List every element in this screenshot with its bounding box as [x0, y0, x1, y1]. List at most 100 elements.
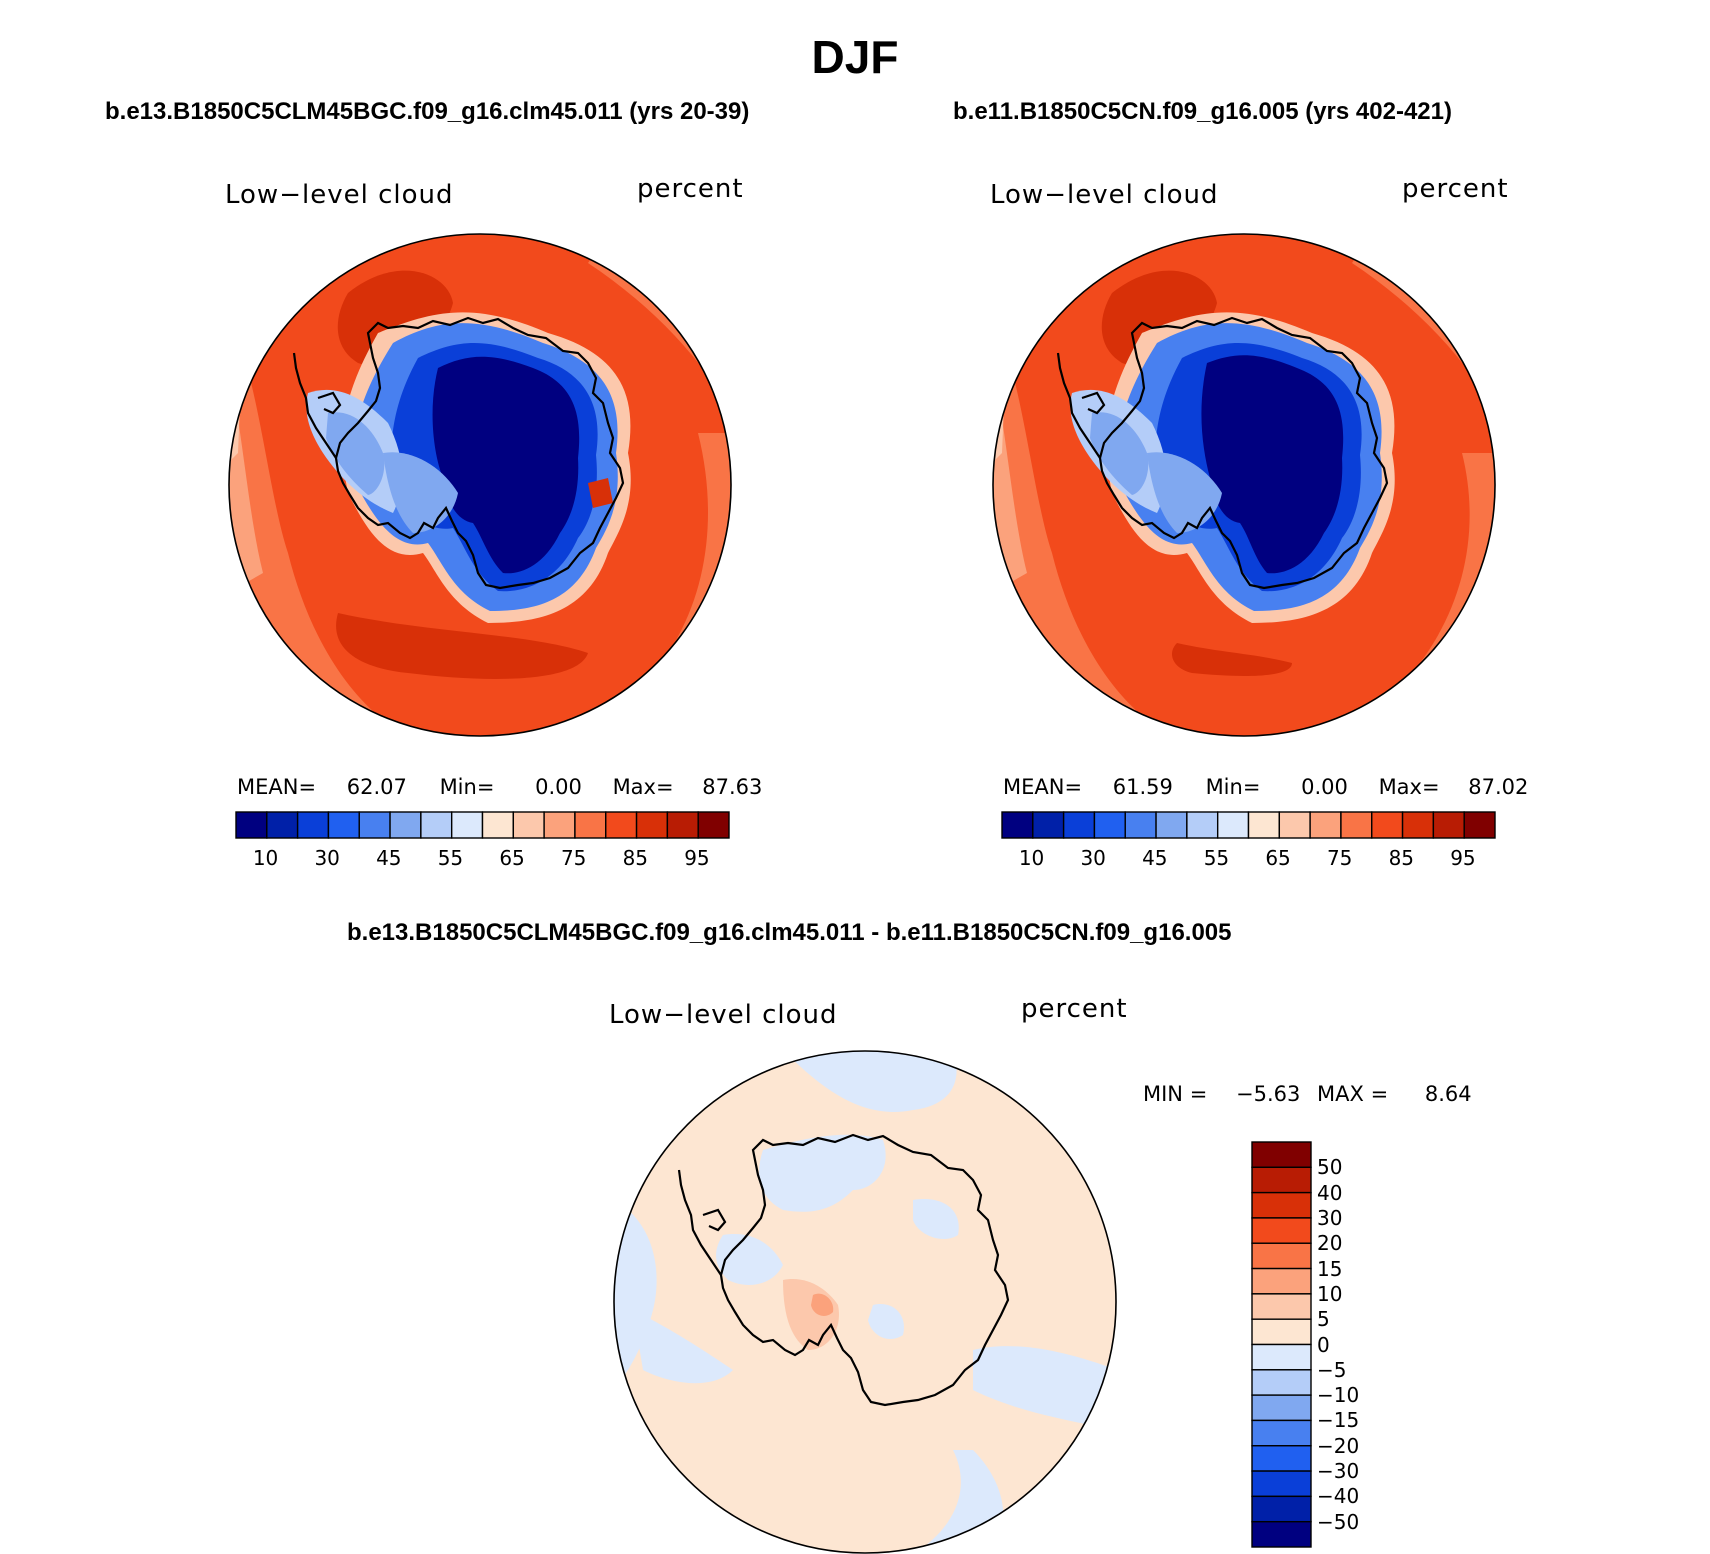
- panel-1-colorbar-cell: [481, 811, 515, 839]
- diff-min-value: −5.63: [1235, 1082, 1301, 1106]
- diff-colorbar-cell: [1251, 1217, 1312, 1244]
- panel-2-colorbar-cell: [1124, 811, 1157, 839]
- panel-1-colorbar-tick-label: 65: [499, 846, 525, 870]
- diff-colorbar-cell: [1251, 1419, 1312, 1447]
- panel-1-colorbar-cell: [605, 811, 638, 839]
- panel-1-variable-label: Low−level cloud: [225, 180, 454, 210]
- diff-colorbar-tick-label: −5: [1317, 1357, 1347, 1382]
- diff-colorbar-cell: [1251, 1191, 1312, 1219]
- diff-colorbar-cell: [1251, 1495, 1312, 1523]
- panel-1-colorbar-cell: [666, 811, 699, 839]
- panel-1-mean-label: MEAN=: [237, 775, 317, 799]
- diff-colorbar-tick-label: 50: [1317, 1155, 1343, 1180]
- panel-1-max-label: Max=: [612, 775, 674, 799]
- diff-colorbar-tick-label: −15: [1317, 1408, 1360, 1433]
- diff-colorbar-cell: [1251, 1318, 1312, 1346]
- diff-colorbar-tick-label: 40: [1317, 1180, 1343, 1205]
- diff-colorbar-cell: [1251, 1520, 1312, 1548]
- panel-2-stats: MEAN= 61.59 Min= 0.00 Max= 87.02: [1003, 775, 1528, 799]
- diff-colorbar-tick-label: −40: [1317, 1484, 1360, 1509]
- panel-1-colorbar-tick-label: 95: [684, 846, 710, 870]
- diff-polar-map: [613, 1050, 1117, 1554]
- panel-1-colorbar-tick-label: 10: [252, 846, 279, 870]
- diff-colorbar-tick-label: −30: [1317, 1459, 1360, 1484]
- panel-2-min-value: 0.00: [1301, 775, 1348, 799]
- diff-colorbar-tick-label: 10: [1317, 1281, 1343, 1306]
- diff-colorbar-tick-label: 0: [1317, 1332, 1330, 1357]
- panel-1-max-value: 87.63: [702, 775, 763, 799]
- panel-2-variable-label: Low−level cloud: [990, 180, 1219, 210]
- panel-1-colorbar-cell: [266, 811, 299, 839]
- figure-title: DJF: [811, 31, 899, 83]
- panel-1-colorbar-cell: [574, 811, 607, 839]
- panel-1-case-title: b.e13.B1850C5CLM45BGC.f09_g16.clm45.011 …: [105, 98, 750, 125]
- panel-1-colorbar-cell: [235, 811, 268, 839]
- panel-2-colorbar-cell: [1093, 811, 1126, 839]
- panel-1-colorbar-tick-label: 75: [560, 846, 587, 870]
- diff-colorbar-cell: [1251, 1267, 1312, 1295]
- diff-panel-variable-label: Low−level cloud: [609, 1000, 838, 1030]
- panel-2-max-label: Max=: [1378, 775, 1440, 799]
- panel-2-colorbar-cell: [1309, 811, 1342, 839]
- panel-1-mean-value: 62.07: [346, 775, 407, 799]
- diff-colorbar-cell: [1251, 1242, 1312, 1270]
- panel-2-colorbar-cell: [1401, 811, 1435, 839]
- panel-1-colorbar-cell: [450, 811, 484, 839]
- panel-2-colorbar-cell: [1186, 811, 1219, 839]
- panel-1-colorbar-tick-label: 30: [314, 846, 340, 870]
- panel-1-colorbar-cell: [327, 811, 360, 839]
- diff-colorbar-tick-label: −50: [1317, 1509, 1360, 1534]
- panel-2-colorbar-tick-label: 75: [1326, 846, 1353, 870]
- panel-2-colorbar-cell: [1278, 811, 1311, 839]
- panel-1-colorbar: [235, 811, 730, 839]
- diff-colorbar-cell: [1251, 1343, 1312, 1371]
- panel-2-colorbar-cell: [1032, 811, 1065, 839]
- panel-1-colorbar-cell: [635, 811, 669, 839]
- diff-panel-units-label: percent: [1021, 994, 1128, 1024]
- diff-colorbar-cell: [1251, 1394, 1312, 1422]
- diff-colorbar: [1251, 1141, 1312, 1548]
- panel-1-colorbar-tick-label: 45: [376, 846, 402, 870]
- diff-colorbar-tick-label: 5: [1317, 1307, 1330, 1332]
- diff-min-label: MIN =: [1143, 1082, 1208, 1106]
- panel-1-colorbar-cell: [389, 811, 422, 839]
- panel-1-units-label: percent: [637, 174, 744, 204]
- panel-1-colorbar-cell: [420, 811, 453, 839]
- panel-2-colorbar-cell: [1463, 811, 1496, 839]
- panel-2-units-label: percent: [1402, 174, 1509, 204]
- diff-colorbar-tick-label: −10: [1317, 1383, 1360, 1408]
- diff-colorbar-cell: [1251, 1166, 1312, 1194]
- panel-1-colorbar-cell: [512, 811, 545, 839]
- diff-stats: MIN = −5.63 MAX = 8.64: [1143, 1082, 1472, 1106]
- panel-2-colorbar-cell: [1247, 811, 1281, 839]
- panel-1-polar-map: [228, 233, 732, 737]
- panel-2-colorbar-cell: [1001, 811, 1034, 839]
- panel-1-colorbar-tick-label: 55: [437, 846, 464, 870]
- diff-colorbar-cell: [1251, 1293, 1312, 1320]
- panel-2-colorbar-cell: [1155, 811, 1188, 839]
- panel-2-colorbar: [1001, 811, 1496, 839]
- diff-panel-title: b.e13.B1850C5CLM45BGC.f09_g16.clm45.011 …: [347, 919, 1232, 946]
- panel-2-colorbar-tick-label: 45: [1142, 846, 1168, 870]
- diff-colorbar-cell: [1251, 1470, 1312, 1498]
- panel-2-polar-map: [992, 233, 1496, 737]
- diff-max-value: 8.64: [1424, 1082, 1472, 1106]
- diff-colorbar-tick-label: 15: [1317, 1256, 1343, 1281]
- panel-2-min-label: Min=: [1205, 775, 1261, 799]
- panel-1-colorbar-cell: [543, 811, 576, 839]
- diff-colorbar-tick-label: 30: [1317, 1205, 1343, 1230]
- panel-1-colorbar-cell: [697, 811, 730, 839]
- panel-2-colorbar-tick-label: 65: [1265, 846, 1291, 870]
- diff-colorbar-tick-label: 20: [1317, 1231, 1343, 1256]
- diff-colorbar-tick-label: −20: [1317, 1433, 1360, 1458]
- panel-1-colorbar-tick-label: 85: [622, 846, 649, 870]
- diff-colorbar-cell: [1251, 1141, 1312, 1169]
- panel-1-colorbar-cell: [358, 811, 391, 839]
- panel-2-colorbar-tick-label: 85: [1388, 846, 1415, 870]
- panel-2-colorbar-tick-label: 55: [1203, 846, 1230, 870]
- panel-2-colorbar-cell: [1216, 811, 1250, 839]
- diff-colorbar-cell: [1251, 1445, 1312, 1472]
- panel-1-min-label: Min=: [439, 775, 495, 799]
- panel-1-colorbar-cell: [296, 811, 330, 839]
- panel-1-min-value: 0.00: [535, 775, 582, 799]
